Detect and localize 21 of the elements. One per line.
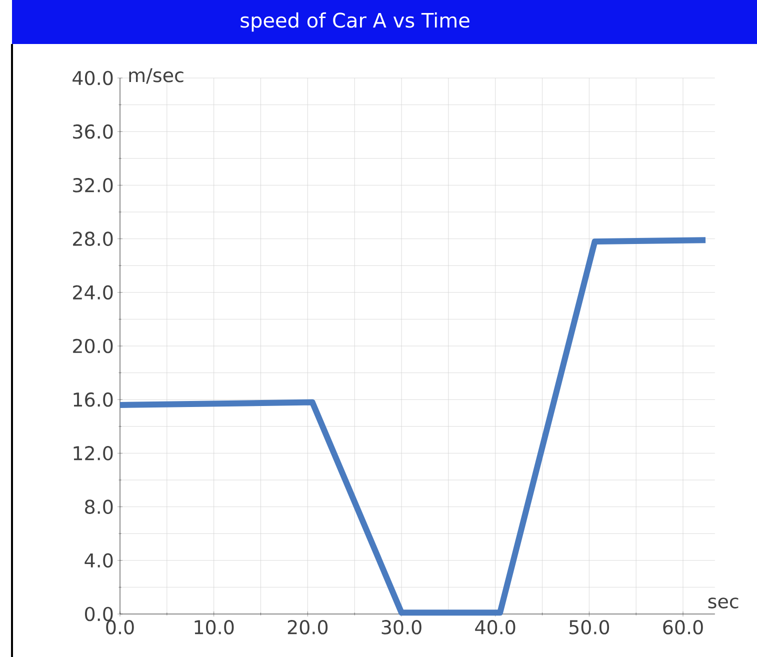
y-tick-label: 8.0 xyxy=(85,500,113,514)
y-tick-label: 0.0 xyxy=(85,606,113,622)
y-tick-label: 40.0 xyxy=(72,70,113,86)
y-tick-label: 24.0 xyxy=(73,285,113,300)
chart-title: speed of Car A vs Time xyxy=(240,12,470,32)
y-tick-label: 32.0 xyxy=(73,178,113,192)
x-tick-label: 20.0 xyxy=(288,620,328,634)
y-tick-label: 16.0 xyxy=(74,392,113,407)
x-tick-label: 10.0 xyxy=(194,620,234,634)
x-tick-label: 50.0 xyxy=(569,620,610,634)
x-tick-label: 30.0 xyxy=(382,620,422,634)
y-tick-label: 20.0 xyxy=(73,338,113,354)
x-tick-label: 0.0 xyxy=(106,620,134,634)
x-tick-label: 40.0 xyxy=(475,620,516,634)
y-tick-label: 28.0 xyxy=(73,232,113,246)
y-tick-label: 12.0 xyxy=(74,446,113,460)
y-axis-title: m/sec xyxy=(129,68,184,84)
y-tick-label: 36.0 xyxy=(73,124,113,139)
x-axis-title: sec xyxy=(708,598,738,608)
x-tick-label: 60.0 xyxy=(663,620,703,634)
y-tick-label: 4.0 xyxy=(84,553,113,568)
